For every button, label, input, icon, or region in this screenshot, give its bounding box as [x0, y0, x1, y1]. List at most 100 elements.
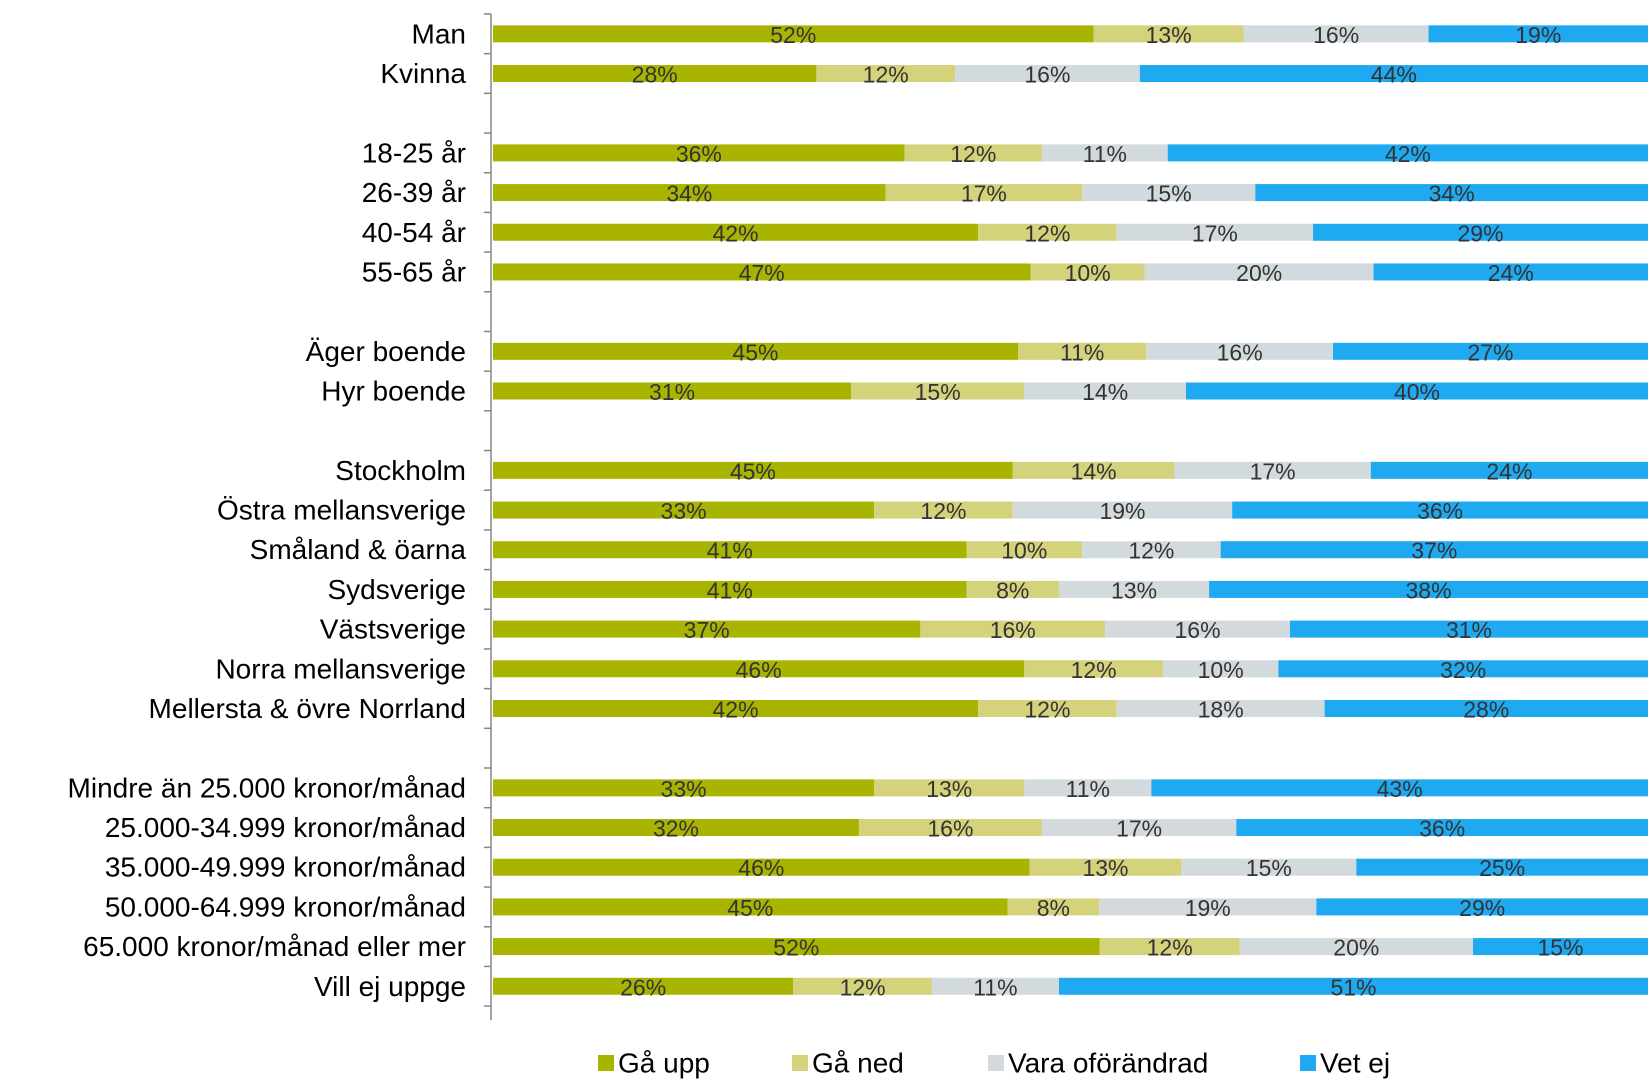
data-label: 16% — [1024, 62, 1070, 88]
data-label: 13% — [1111, 577, 1157, 603]
data-label: 31% — [649, 379, 695, 405]
bar-segment — [1082, 541, 1221, 559]
bar-segment — [1041, 144, 1168, 162]
bar-segment — [978, 699, 1117, 717]
bar-segment — [1116, 699, 1325, 717]
data-label: 29% — [1459, 895, 1505, 921]
bar-segment — [1144, 263, 1374, 281]
bar-segment — [966, 580, 1059, 598]
data-label: 12% — [920, 498, 966, 524]
bar-segment — [493, 501, 875, 519]
bar-segment — [1167, 144, 1648, 162]
category-label: 55-65 år — [362, 256, 466, 287]
data-label: 47% — [739, 260, 785, 286]
category-label: Man — [412, 18, 466, 49]
data-label: 17% — [961, 181, 1007, 207]
bar-segment — [1278, 660, 1648, 678]
bar-segment — [493, 223, 979, 241]
bar-segment — [1356, 858, 1648, 876]
bar-segment — [874, 779, 1025, 797]
bar-segment — [920, 620, 1106, 638]
category-label: 18-25 år — [362, 137, 466, 168]
bar-segment — [1093, 25, 1244, 43]
data-label: 44% — [1371, 62, 1417, 88]
category-labels: Man Kvinna 18-25 år 26-39 år 40-54 år 55-65 å… — [68, 18, 467, 1001]
data-label: 10% — [1001, 538, 1047, 564]
bar-segment — [1018, 342, 1147, 360]
bar-segment — [1146, 342, 1333, 360]
bar-segment — [931, 977, 1059, 995]
data-label: 45% — [730, 458, 776, 484]
data-label: 17% — [1250, 458, 1296, 484]
bar-segment — [493, 977, 794, 995]
bar-segment — [493, 65, 817, 83]
legend-label: Vara oförändrad — [1008, 1048, 1208, 1079]
data-label: 42% — [713, 220, 759, 246]
data-label: 13% — [1082, 855, 1128, 881]
data-label: 13% — [1146, 22, 1192, 48]
data-label: 20% — [1236, 260, 1282, 286]
data-label: 43% — [1377, 776, 1423, 802]
bar-segment — [1024, 779, 1152, 797]
category-label: 35.000-49.999 kronor/månad — [105, 852, 466, 883]
data-label: 12% — [1071, 657, 1117, 683]
bar-segment — [1324, 699, 1648, 717]
data-label: 10% — [1065, 260, 1111, 286]
data-label: 16% — [927, 816, 973, 842]
category-label: 25.000-34.999 kronor/månad — [105, 812, 466, 843]
bar-segment — [493, 938, 1100, 956]
data-label: 15% — [1246, 855, 1292, 881]
category-label: Mellersta & övre Norrland — [149, 693, 466, 724]
bar-segment — [1058, 977, 1648, 995]
bar-segment — [1181, 858, 1357, 876]
bar-segment — [1428, 25, 1648, 43]
bar-segment — [1313, 223, 1648, 241]
bar-segment — [978, 223, 1117, 241]
data-label: 34% — [1429, 181, 1475, 207]
data-label: 17% — [1116, 816, 1162, 842]
data-label: 36% — [1419, 816, 1465, 842]
bar-segment — [1029, 858, 1182, 876]
legend: Gå upp Gå ned Vara oförändrad Vet ej — [598, 1048, 1390, 1079]
bar-segment — [1239, 938, 1473, 956]
legend-swatch — [792, 1055, 808, 1071]
data-label: 16% — [1217, 339, 1263, 365]
data-label: 12% — [1024, 220, 1070, 246]
bar-segment — [1220, 541, 1648, 559]
bar-segment — [493, 580, 967, 598]
bar-segment — [955, 65, 1140, 83]
data-label: 33% — [661, 776, 707, 802]
bar-segment — [1116, 223, 1314, 241]
data-label: 11% — [1066, 776, 1110, 802]
data-label: 12% — [1024, 696, 1070, 722]
category-label: 40-54 år — [362, 217, 466, 248]
category-label: Hyr boende — [321, 376, 466, 407]
data-label: 11% — [1060, 339, 1104, 365]
data-label: 33% — [661, 498, 707, 524]
bar-segment — [1041, 819, 1237, 837]
bar-segment — [1232, 501, 1648, 519]
bar-segment — [493, 898, 1008, 916]
category-label: Norra mellansverige — [215, 653, 466, 684]
bar-segment — [1255, 184, 1648, 202]
data-label: 24% — [1488, 260, 1534, 286]
data-label: 8% — [996, 577, 1029, 603]
data-label: 19% — [1185, 895, 1231, 921]
data-label: 37% — [684, 617, 730, 643]
bar-segment — [493, 342, 1018, 360]
data-label: 16% — [1175, 617, 1221, 643]
bar-segment — [1209, 580, 1648, 598]
bar-segment — [493, 699, 979, 717]
data-label: 46% — [738, 855, 784, 881]
bar-segment — [1058, 580, 1210, 598]
bar-segment — [493, 263, 1031, 281]
data-label: 31% — [1446, 617, 1492, 643]
bar-segment — [493, 660, 1025, 678]
bar-segment — [493, 779, 875, 797]
legend-swatch — [598, 1055, 614, 1071]
bar-segment — [1024, 382, 1186, 400]
data-label: 42% — [713, 696, 759, 722]
data-label: 18% — [1198, 696, 1244, 722]
data-label: 36% — [676, 141, 722, 167]
bar-segment — [904, 144, 1042, 162]
